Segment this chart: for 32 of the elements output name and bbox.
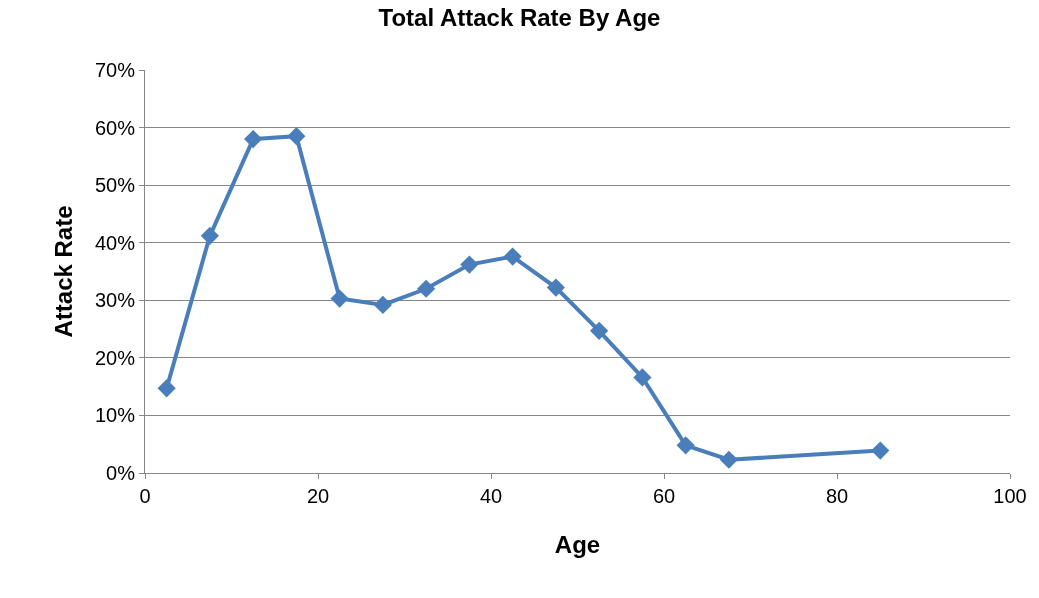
point xyxy=(871,441,890,460)
x-tick-label: 40 xyxy=(479,485,503,507)
x-tick-label: 80 xyxy=(825,485,849,507)
y-tick-label: 20% xyxy=(94,346,136,369)
point xyxy=(287,127,306,146)
y-tick-label: 50% xyxy=(94,174,136,197)
x-tick-label: 100 xyxy=(993,485,1027,507)
y-tick-label: 10% xyxy=(94,404,136,427)
point xyxy=(373,295,392,314)
y-tick-label: 40% xyxy=(94,231,136,254)
point xyxy=(200,226,219,245)
point xyxy=(417,279,436,298)
point xyxy=(719,450,738,469)
y-tick-label: 60% xyxy=(94,116,136,139)
x-tick-label: 0 xyxy=(139,485,151,507)
chart-title: Total Attack Rate By Age xyxy=(378,3,661,31)
point xyxy=(546,278,565,297)
point xyxy=(590,321,609,340)
point xyxy=(244,129,263,149)
x-axis-title: Age xyxy=(554,531,601,559)
y-axis-title: Attack Rate xyxy=(50,205,78,338)
point xyxy=(676,436,695,455)
y-tick-label: 70% xyxy=(94,59,136,81)
y-tick-label: 30% xyxy=(94,289,136,312)
point xyxy=(503,247,522,266)
point xyxy=(330,289,349,308)
x-tick-label: 20 xyxy=(306,485,330,507)
point xyxy=(157,379,176,398)
point xyxy=(460,255,479,274)
x-tick-label: 60 xyxy=(652,485,676,507)
y-tick-label: 0% xyxy=(106,462,136,484)
point xyxy=(633,368,652,387)
